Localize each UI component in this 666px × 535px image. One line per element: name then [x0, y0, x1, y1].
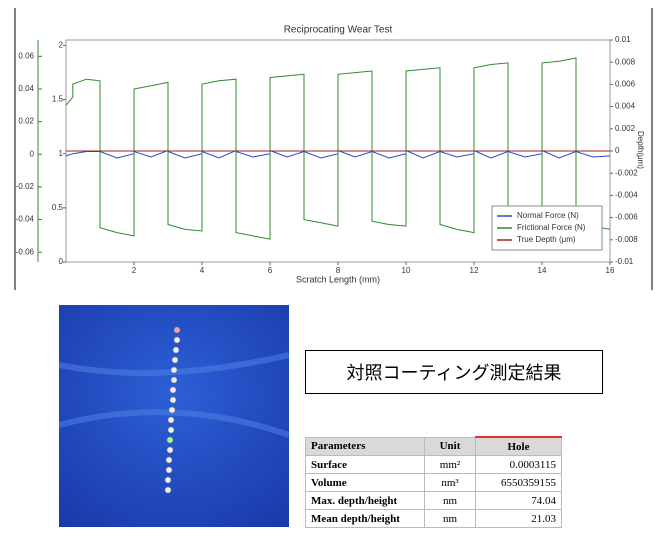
y2-tick-label: 1	[59, 149, 64, 158]
y3-tick-label: -0.002	[615, 168, 638, 177]
y3-tick-label: -0.006	[615, 213, 638, 222]
y2-tick-label: 2	[59, 41, 64, 50]
y2-tick-label: 0.5	[52, 203, 64, 212]
table-cell: Volume	[306, 474, 425, 492]
y-tick-label: -0.04	[16, 215, 35, 224]
legend-label: Frictional Force (N)	[517, 223, 586, 232]
y-tick-label: 0.06	[18, 51, 34, 60]
table-cell: nm³	[425, 474, 476, 492]
table-cell: nm	[425, 510, 476, 528]
table-cell: Mean depth/height	[306, 510, 425, 528]
table-cell: mm²	[425, 456, 476, 474]
y3-tick-label: -0.008	[615, 235, 638, 244]
y-tick-label: -0.02	[16, 182, 35, 191]
y3-tick-label: -0.004	[615, 191, 638, 200]
table-cell: 74.04	[476, 492, 562, 510]
caption: 対照コーティング測定結果	[305, 350, 603, 394]
y3-tick-label: 0.004	[615, 102, 636, 111]
header-cell: Unit	[425, 437, 476, 456]
table-cell: 21.03	[476, 510, 562, 528]
legend-label: Normal Force (N)	[517, 211, 579, 220]
table-cell: 6550359155	[476, 474, 562, 492]
y3-tick-label: 0.01	[615, 35, 631, 44]
y-tick-label: -0.06	[16, 247, 35, 256]
y-tick-label: 0.02	[18, 117, 34, 126]
y3-tick-label: 0	[615, 146, 620, 155]
legend-label: True Depth (μm)	[517, 235, 576, 244]
table-header: Parameters Unit Hole	[306, 437, 562, 456]
y3-axis-label: Depth(μm)	[636, 131, 645, 169]
header-cell: Parameters	[306, 437, 425, 456]
table-cell: nm	[425, 492, 476, 510]
x-tick-label: 6	[268, 266, 273, 275]
chart: Reciprocating Wear Test Scratch Length (…	[0, 0, 666, 290]
y2-tick-label: 1.5	[52, 95, 64, 104]
table-cell: Surface	[306, 456, 425, 474]
x-tick-label: 10	[402, 266, 411, 275]
y3-tick-label: 0.008	[615, 57, 636, 66]
x-tick-label: 8	[336, 266, 341, 275]
x-tick-label: 12	[470, 266, 479, 275]
x-tick-label: 4	[200, 266, 205, 275]
y-tick-label: 0	[30, 149, 35, 158]
surface-image	[59, 305, 289, 527]
table-cell: 0.0003115	[476, 456, 562, 474]
y3-tick-label: -0.01	[615, 257, 634, 266]
y3-tick-label: 0.006	[615, 80, 636, 89]
y2-tick-label: 0	[59, 257, 64, 266]
y-tick-label: 0.04	[18, 84, 34, 93]
chart-title: Reciprocating Wear Test	[284, 25, 393, 36]
page: Reciprocating Wear Test Scratch Length (…	[0, 0, 666, 535]
x-axis-label: Scratch Length (mm)	[296, 274, 380, 284]
x-tick-label: 16	[606, 266, 615, 275]
x-tick-label: 2	[132, 266, 137, 275]
y3-tick-label: 0.002	[615, 124, 636, 133]
header-cell: Hole	[476, 437, 562, 456]
x-tick-label: 14	[538, 266, 547, 275]
table-cell: Max. depth/height	[306, 492, 425, 510]
